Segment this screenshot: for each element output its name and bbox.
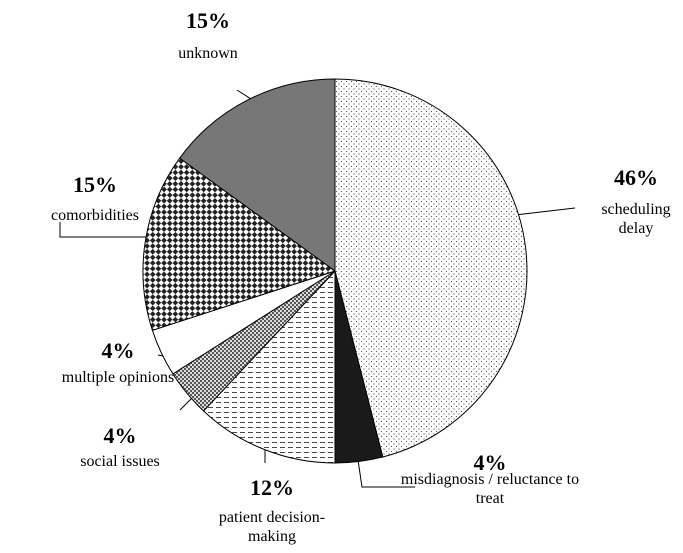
category-label: misdiagnosis / reluctance to treat xyxy=(400,471,580,508)
value-label: 12% xyxy=(250,475,294,500)
pie-slice xyxy=(334,78,528,458)
leader-line xyxy=(357,459,415,488)
pie-slice xyxy=(202,269,336,464)
leader-line xyxy=(59,222,157,238)
category-label: social issues xyxy=(80,453,160,470)
pie-slice xyxy=(142,157,337,331)
category-label: multiple opinions xyxy=(61,369,175,386)
value-label: 46% xyxy=(614,165,658,190)
value-label: 4% xyxy=(101,338,135,363)
value-label: 4% xyxy=(103,423,137,448)
value-label: 15% xyxy=(186,8,230,33)
value-label: 15% xyxy=(73,172,117,197)
category-label: patient decision-making xyxy=(218,509,326,546)
category-label: scheduling delay xyxy=(601,201,671,238)
value-label: 4% xyxy=(473,450,507,475)
category-label: unknown xyxy=(178,45,238,62)
leader-line xyxy=(514,207,576,216)
pie-slice xyxy=(178,78,336,272)
category-label: comorbidities xyxy=(51,207,139,224)
